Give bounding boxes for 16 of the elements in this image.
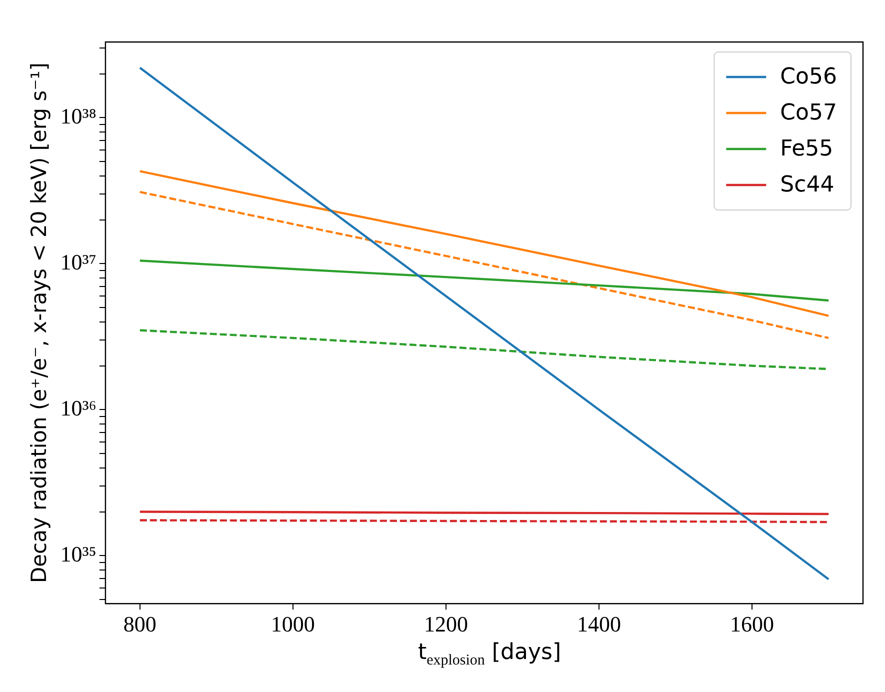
- legend-label: Fe55: [780, 136, 834, 162]
- y-tick-label: 10³⁶: [60, 396, 96, 420]
- line-series: [138, 190, 830, 340]
- y-axis-title: Decay radiation (e⁺/e⁻, x-rays < 20 keV) [erg s⁻¹]: [27, 62, 52, 584]
- legend-label: Co57: [780, 100, 838, 126]
- x-tick-label: 800: [123, 612, 156, 637]
- legend-label: Co56: [780, 64, 838, 90]
- x-axis-title: t$_{explosion}$ [days]: [416, 640, 562, 670]
- legend-label: Sc44: [780, 172, 834, 198]
- x-tick-label: 1000: [270, 612, 315, 637]
- x-tick-label: 1400: [577, 612, 622, 637]
- x-tick-label: 1600: [730, 612, 774, 637]
- y-tick-label: 10³⁸: [60, 103, 96, 128]
- x-tick-label: 1200: [424, 612, 468, 637]
- y-tick-label: 10³⁵: [60, 542, 96, 567]
- y-tick-label: 10³⁷: [60, 249, 96, 274]
